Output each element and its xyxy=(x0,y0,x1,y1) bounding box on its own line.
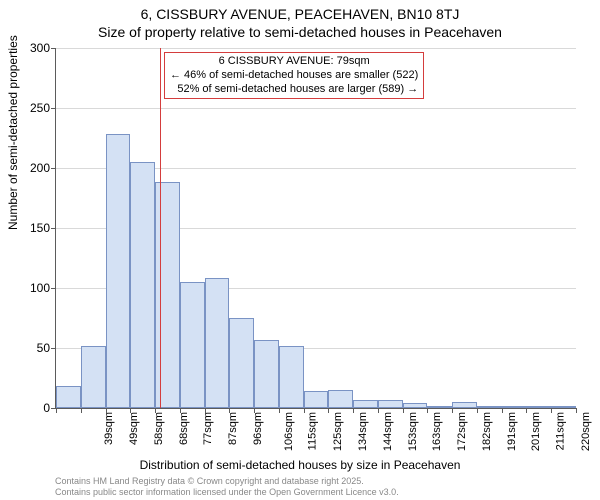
gridline xyxy=(56,108,576,109)
xtick-label: 172sqm xyxy=(456,412,468,451)
xtick-mark xyxy=(427,408,428,413)
xtick-mark xyxy=(56,408,57,413)
chart-area: 05010015020025030039sqm49sqm58sqm68sqm77… xyxy=(55,48,576,409)
xtick-label: 77sqm xyxy=(202,412,214,445)
xtick-mark xyxy=(180,408,181,413)
bar xyxy=(81,346,106,408)
bar xyxy=(378,400,403,408)
bar xyxy=(403,403,428,408)
callout-box: 6 CISSBURY AVENUE: 79sqm← 46% of semi-de… xyxy=(164,52,424,99)
footer-attribution: Contains HM Land Registry data © Crown c… xyxy=(55,476,399,498)
bar xyxy=(526,406,551,408)
xtick-mark xyxy=(81,408,82,413)
xtick-mark xyxy=(205,408,206,413)
bar xyxy=(56,386,81,408)
reference-line xyxy=(160,48,161,408)
chart-container: 6, CISSBURY AVENUE, PEACEHAVEN, BN10 8TJ… xyxy=(0,0,600,500)
xtick-mark xyxy=(304,408,305,413)
x-axis-label: Distribution of semi-detached houses by … xyxy=(0,458,600,472)
xtick-mark xyxy=(502,408,503,413)
xtick-label: 163sqm xyxy=(431,412,443,451)
footer-line-1: Contains HM Land Registry data © Crown c… xyxy=(55,476,399,487)
xtick-mark xyxy=(526,408,527,413)
bar xyxy=(180,282,205,408)
xtick-mark xyxy=(403,408,404,413)
footer-line-2: Contains public sector information licen… xyxy=(55,487,399,498)
ytick-label: 150 xyxy=(30,221,56,235)
xtick-label: 68sqm xyxy=(178,412,190,445)
xtick-mark xyxy=(229,408,230,413)
bar xyxy=(106,134,131,408)
xtick-label: 153sqm xyxy=(407,412,419,451)
callout-line-2: ← 46% of semi-detached houses are smalle… xyxy=(170,69,418,83)
xtick-mark xyxy=(155,408,156,413)
ytick-label: 100 xyxy=(30,281,56,295)
bar xyxy=(304,391,329,408)
xtick-label: 182sqm xyxy=(481,412,493,451)
ytick-label: 200 xyxy=(30,161,56,175)
bar xyxy=(155,182,180,408)
title-address: 6, CISSBURY AVENUE, PEACEHAVEN, BN10 8TJ xyxy=(0,0,600,22)
ytick-label: 0 xyxy=(43,401,56,415)
xtick-label: 96sqm xyxy=(252,412,264,445)
bar xyxy=(279,346,304,408)
ytick-label: 300 xyxy=(30,41,56,55)
y-axis-label: Number of semi-detached properties xyxy=(6,35,20,230)
bar xyxy=(205,278,230,408)
ytick-label: 250 xyxy=(30,101,56,115)
xtick-label: 191sqm xyxy=(506,412,518,451)
callout-line-1: 6 CISSBURY AVENUE: 79sqm xyxy=(170,55,418,69)
xtick-mark xyxy=(279,408,280,413)
xtick-mark xyxy=(328,408,329,413)
bar xyxy=(477,406,502,408)
callout-line-3: 52% of semi-detached houses are larger (… xyxy=(170,83,418,97)
xtick-label: 39sqm xyxy=(103,412,115,445)
xtick-label: 125sqm xyxy=(332,412,344,451)
xtick-label: 220sqm xyxy=(580,412,592,451)
xtick-mark xyxy=(106,408,107,413)
xtick-mark xyxy=(477,408,478,413)
xtick-label: 201sqm xyxy=(530,412,542,451)
xtick-mark xyxy=(353,408,354,413)
xtick-mark xyxy=(551,408,552,413)
xtick-label: 144sqm xyxy=(382,412,394,451)
xtick-label: 106sqm xyxy=(283,412,295,451)
bar xyxy=(229,318,254,408)
xtick-label: 87sqm xyxy=(227,412,239,445)
bar xyxy=(502,406,527,408)
gridline xyxy=(56,48,576,49)
bar xyxy=(551,406,576,408)
title-subtitle: Size of property relative to semi-detach… xyxy=(0,22,600,40)
bar xyxy=(452,402,477,408)
xtick-label: 211sqm xyxy=(554,412,566,450)
xtick-mark xyxy=(130,408,131,413)
bar xyxy=(130,162,155,408)
xtick-label: 58sqm xyxy=(153,412,165,445)
xtick-mark xyxy=(452,408,453,413)
xtick-mark xyxy=(378,408,379,413)
bar xyxy=(353,400,378,408)
bar xyxy=(427,406,452,408)
ytick-label: 50 xyxy=(37,341,56,355)
bar xyxy=(254,340,279,408)
xtick-label: 49sqm xyxy=(128,412,140,445)
xtick-label: 115sqm xyxy=(307,412,319,450)
xtick-mark xyxy=(576,408,577,413)
xtick-mark xyxy=(254,408,255,413)
xtick-label: 134sqm xyxy=(357,412,369,451)
bar xyxy=(328,390,353,408)
